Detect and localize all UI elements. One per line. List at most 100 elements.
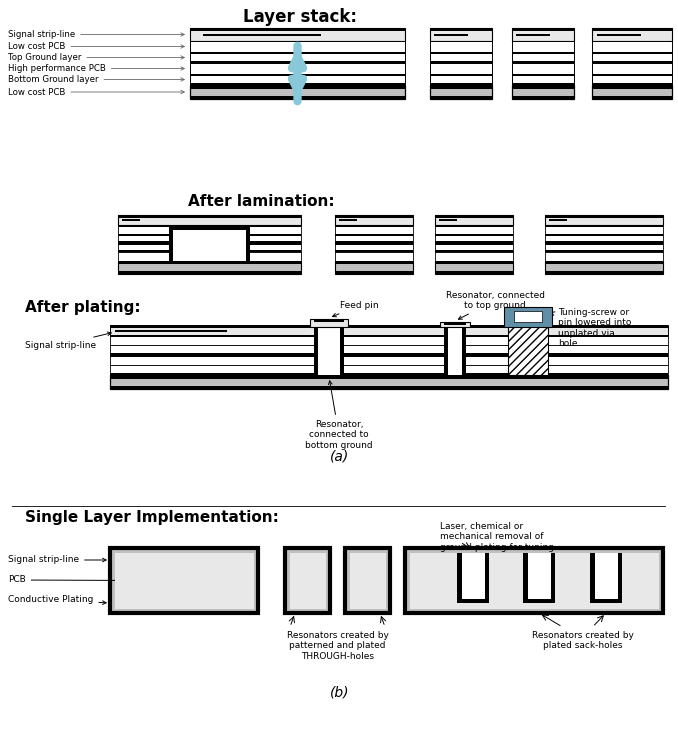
- Bar: [512, 83, 574, 85]
- Bar: [118, 271, 301, 274]
- Bar: [335, 243, 413, 245]
- Bar: [444, 322, 466, 325]
- Bar: [118, 250, 301, 252]
- Bar: [430, 74, 492, 85]
- Bar: [551, 553, 555, 603]
- Bar: [444, 325, 448, 375]
- Bar: [190, 74, 405, 76]
- Text: Laser, chemical or
mechanical removal of
ground plating for tuning: Laser, chemical or mechanical removal of…: [440, 522, 554, 552]
- Text: After plating:: After plating:: [25, 300, 140, 315]
- Bar: [118, 215, 301, 218]
- Bar: [545, 241, 663, 243]
- Bar: [335, 243, 413, 252]
- Bar: [110, 355, 668, 358]
- Bar: [430, 28, 492, 31]
- Bar: [439, 219, 457, 221]
- Bar: [115, 330, 226, 332]
- Bar: [435, 243, 513, 252]
- Bar: [592, 96, 672, 99]
- Bar: [190, 85, 405, 88]
- Text: Signal strip-line: Signal strip-line: [25, 332, 111, 349]
- Bar: [545, 234, 663, 243]
- Bar: [190, 63, 405, 74]
- Bar: [457, 553, 462, 603]
- Bar: [122, 219, 140, 221]
- Bar: [523, 598, 555, 603]
- Text: After lamination:: After lamination:: [188, 194, 335, 209]
- Bar: [190, 61, 405, 63]
- Bar: [190, 52, 405, 63]
- Bar: [592, 83, 672, 85]
- Bar: [430, 83, 492, 85]
- Bar: [170, 227, 250, 230]
- Bar: [335, 225, 413, 234]
- Bar: [118, 252, 301, 261]
- Bar: [512, 41, 574, 52]
- Bar: [462, 325, 466, 375]
- Text: Top Ground layer: Top Ground layer: [8, 53, 184, 62]
- Bar: [597, 34, 641, 36]
- Bar: [434, 34, 468, 36]
- Bar: [335, 234, 413, 243]
- Bar: [545, 215, 663, 225]
- Bar: [545, 252, 663, 261]
- Bar: [512, 61, 574, 63]
- Bar: [485, 553, 489, 603]
- Bar: [514, 311, 542, 322]
- Bar: [335, 261, 413, 264]
- Bar: [590, 553, 595, 603]
- Bar: [190, 96, 405, 99]
- Bar: [448, 325, 462, 345]
- Bar: [110, 375, 668, 389]
- Bar: [592, 74, 672, 85]
- Bar: [435, 252, 513, 261]
- Text: Resonator, connected
to top ground: Resonator, connected to top ground: [445, 291, 544, 319]
- Bar: [170, 227, 173, 261]
- Bar: [246, 227, 250, 261]
- Bar: [430, 85, 492, 99]
- Text: High performance PCB: High performance PCB: [8, 64, 184, 73]
- Bar: [457, 598, 489, 603]
- Text: Single Layer Implementation:: Single Layer Implementation:: [25, 510, 279, 525]
- Bar: [190, 28, 405, 41]
- Bar: [457, 553, 489, 603]
- Bar: [118, 234, 301, 236]
- Bar: [545, 243, 663, 245]
- Bar: [516, 34, 550, 36]
- Bar: [512, 52, 574, 54]
- Bar: [592, 41, 672, 52]
- Bar: [430, 28, 492, 41]
- Bar: [110, 373, 668, 375]
- Bar: [335, 234, 413, 236]
- Bar: [430, 96, 492, 99]
- Text: Resonator,
connected to
bottom ground: Resonator, connected to bottom ground: [305, 381, 373, 450]
- Bar: [435, 261, 513, 274]
- Bar: [118, 225, 301, 234]
- Bar: [430, 41, 492, 52]
- Bar: [435, 243, 513, 245]
- Bar: [435, 241, 513, 243]
- Bar: [545, 234, 663, 236]
- Bar: [118, 234, 301, 243]
- Bar: [203, 34, 321, 36]
- Bar: [118, 225, 301, 227]
- Text: Tuning-screw or
pin lowered into
unplated via
hole: Tuning-screw or pin lowered into unplate…: [551, 308, 631, 349]
- Bar: [430, 52, 492, 54]
- Bar: [118, 243, 301, 252]
- Bar: [590, 553, 622, 603]
- Bar: [335, 271, 413, 274]
- Bar: [118, 261, 301, 274]
- Bar: [335, 215, 413, 218]
- Bar: [110, 353, 668, 355]
- Text: Signal strip-line: Signal strip-line: [8, 30, 184, 39]
- Bar: [523, 553, 527, 603]
- Bar: [110, 335, 668, 337]
- Bar: [590, 598, 622, 603]
- Bar: [504, 307, 552, 327]
- Bar: [512, 85, 574, 88]
- Bar: [349, 553, 386, 609]
- Bar: [110, 325, 668, 335]
- Bar: [110, 375, 668, 378]
- Bar: [285, 548, 330, 613]
- Bar: [440, 322, 470, 327]
